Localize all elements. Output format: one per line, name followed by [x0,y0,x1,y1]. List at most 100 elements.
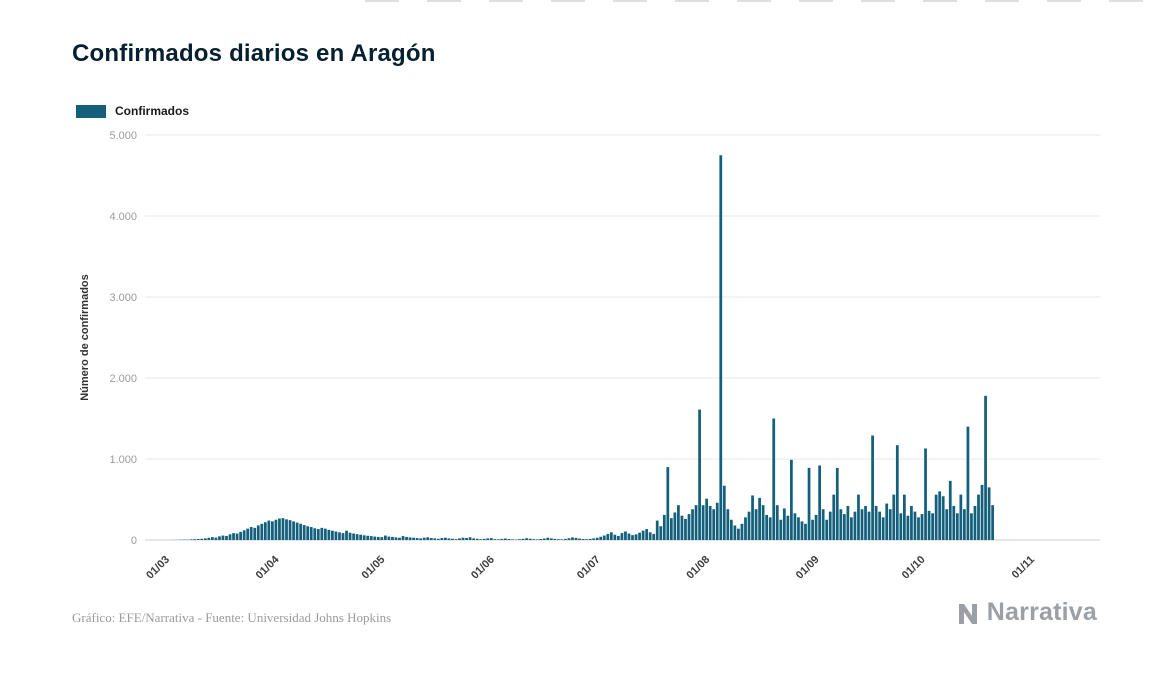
top-edge-artifact [365,0,1157,2]
bar [857,494,860,540]
bar [267,520,271,540]
bar [828,511,832,540]
bar [320,527,324,540]
bar [631,535,634,540]
bar [369,536,373,540]
bar [327,529,331,540]
bar [383,535,387,540]
bar [744,517,747,540]
bar [313,528,317,540]
bar [761,505,765,540]
bar [263,522,267,540]
bar [433,538,437,540]
bar [405,536,408,540]
bar [648,532,652,540]
bar [242,530,246,540]
bar [376,536,380,540]
bar [323,528,327,540]
bar [793,513,797,540]
x-tick-label: 01/05 [360,554,388,582]
bar [775,505,779,540]
bar [285,519,288,540]
bar [613,534,617,540]
bar [564,538,567,540]
bar [768,517,772,540]
bar [394,537,398,540]
bar [482,538,486,540]
bar [486,538,490,540]
x-tick-label: 01/08 [684,554,712,582]
narrativa-icon [958,603,977,624]
bar [691,509,694,540]
bar [542,538,546,540]
bar [772,418,776,540]
bar [426,537,430,540]
bar [581,539,585,540]
bar [722,485,726,540]
bar [210,537,214,540]
bar [729,519,733,540]
bar [511,539,514,540]
bar [560,539,564,540]
bar [451,538,454,540]
bar [518,539,521,540]
legend-swatch [76,104,106,118]
bar [705,498,709,540]
bar [461,537,465,540]
bar [910,505,913,540]
bar [627,533,631,540]
x-tick-label: 01/06 [469,554,497,582]
bar [458,538,461,540]
bar [465,538,468,540]
bar [931,513,934,540]
bar [955,513,959,540]
bar [203,538,207,540]
bar [754,509,758,540]
bar [359,534,363,540]
bar [747,511,751,540]
y-tick-label: 0 [131,535,137,547]
bar [341,533,345,540]
bar [973,505,977,540]
bar [475,538,479,540]
bar [496,539,500,540]
bar [415,538,419,540]
bar [189,539,193,540]
bar [468,537,472,540]
bar [832,494,836,540]
bar [902,494,906,540]
bar [504,538,507,540]
bar [528,538,532,540]
bar [278,518,281,540]
bar [436,538,440,540]
bar [638,532,641,540]
x-tick-label: 01/07 [575,554,603,582]
bar [260,523,264,540]
bar [489,538,493,540]
bar [871,435,874,540]
bar [249,527,253,540]
bar [634,534,638,540]
bar [391,536,394,540]
bar [200,538,204,540]
bar [659,526,663,540]
bar [532,539,536,540]
bar [938,491,942,540]
x-tick-label: 01/11 [1010,554,1038,582]
bar [571,537,574,540]
bar [479,539,483,540]
bar [348,532,352,540]
bar [846,505,850,540]
bar [535,539,539,540]
bar [740,523,744,540]
bar [864,505,867,540]
bar [687,514,691,540]
bar [881,517,885,540]
bar [970,513,973,540]
bar [521,538,525,540]
bar [680,515,684,540]
bar [306,526,310,540]
bar [906,515,910,540]
bar [860,509,864,540]
